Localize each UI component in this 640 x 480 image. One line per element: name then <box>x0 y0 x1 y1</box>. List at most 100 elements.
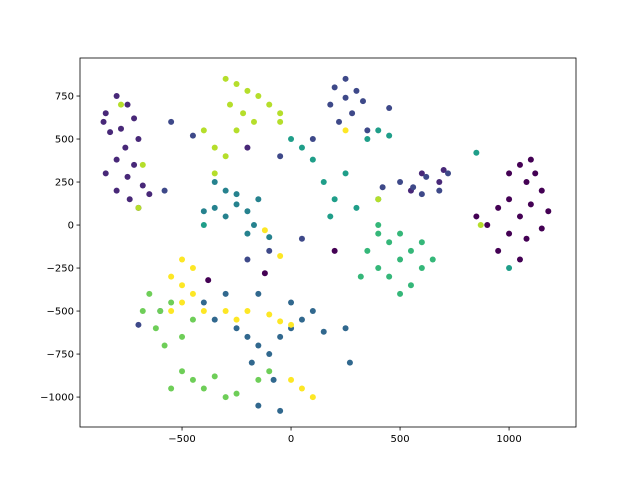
point <box>248 359 255 366</box>
point <box>266 311 273 318</box>
point <box>436 179 443 186</box>
point <box>124 101 131 108</box>
y-tick-label: 500 <box>55 135 74 146</box>
point <box>266 234 273 241</box>
point <box>418 170 425 177</box>
y-tick-label: −1000 <box>40 393 74 404</box>
point <box>189 290 196 297</box>
point <box>298 144 305 151</box>
point <box>538 187 545 194</box>
point <box>331 84 338 91</box>
point <box>222 394 229 401</box>
point <box>244 230 251 237</box>
point <box>146 191 153 198</box>
point <box>113 156 120 163</box>
point <box>157 308 164 315</box>
point <box>309 156 316 163</box>
point <box>342 170 349 177</box>
point <box>359 98 366 105</box>
y-tick-label: −250 <box>47 264 74 275</box>
point <box>255 196 262 203</box>
point <box>200 385 207 392</box>
point <box>244 308 251 315</box>
point <box>298 385 305 392</box>
point <box>168 308 175 315</box>
point <box>161 187 168 194</box>
point <box>277 153 284 160</box>
point <box>200 308 207 315</box>
point <box>233 201 240 208</box>
point <box>135 136 142 143</box>
point <box>244 256 251 263</box>
point <box>407 247 414 254</box>
point <box>255 376 262 383</box>
point <box>250 118 257 125</box>
point <box>211 204 218 211</box>
point <box>545 208 552 215</box>
point <box>364 136 371 143</box>
point <box>346 359 353 366</box>
point <box>495 247 502 254</box>
point <box>117 101 124 108</box>
point <box>200 299 207 306</box>
point <box>222 308 229 315</box>
point <box>266 368 273 375</box>
point <box>506 170 513 177</box>
point <box>179 282 186 289</box>
point <box>168 273 175 280</box>
y-tick-label: −750 <box>47 350 74 361</box>
point <box>255 93 262 100</box>
point <box>506 230 513 237</box>
point <box>386 132 393 139</box>
point <box>135 204 142 211</box>
point <box>179 368 186 375</box>
point <box>122 144 129 151</box>
point <box>418 239 425 246</box>
point <box>516 213 523 220</box>
point <box>168 299 175 306</box>
point <box>270 376 277 383</box>
y-tick-label: 250 <box>55 178 74 189</box>
point <box>277 318 284 325</box>
point <box>244 333 251 340</box>
point <box>107 129 114 136</box>
point <box>255 290 262 297</box>
point <box>113 93 120 100</box>
point <box>397 256 404 263</box>
point <box>222 290 229 297</box>
point <box>364 127 371 134</box>
point <box>200 127 207 134</box>
point <box>331 196 338 203</box>
point <box>131 161 138 168</box>
point <box>516 161 523 168</box>
x-tick-label: −500 <box>168 434 195 445</box>
point <box>277 253 284 260</box>
point <box>309 136 316 143</box>
point <box>298 316 305 323</box>
point <box>364 247 371 254</box>
y-tick-label: 0 <box>68 221 74 232</box>
point <box>407 282 414 289</box>
point <box>244 144 251 151</box>
point <box>233 316 240 323</box>
point <box>135 321 142 328</box>
point <box>211 316 218 323</box>
point <box>261 227 268 234</box>
point <box>523 179 530 186</box>
point <box>117 125 124 132</box>
point <box>211 144 218 151</box>
point <box>342 127 349 134</box>
point <box>189 265 196 272</box>
point <box>527 156 534 163</box>
point <box>386 239 393 246</box>
point <box>233 390 240 397</box>
point <box>386 273 393 280</box>
point <box>200 222 207 229</box>
point <box>495 204 502 211</box>
point <box>288 376 295 383</box>
point <box>222 75 229 82</box>
point <box>102 170 109 177</box>
x-tick-label: 1000 <box>496 434 521 445</box>
point <box>423 173 430 180</box>
point <box>532 170 539 177</box>
